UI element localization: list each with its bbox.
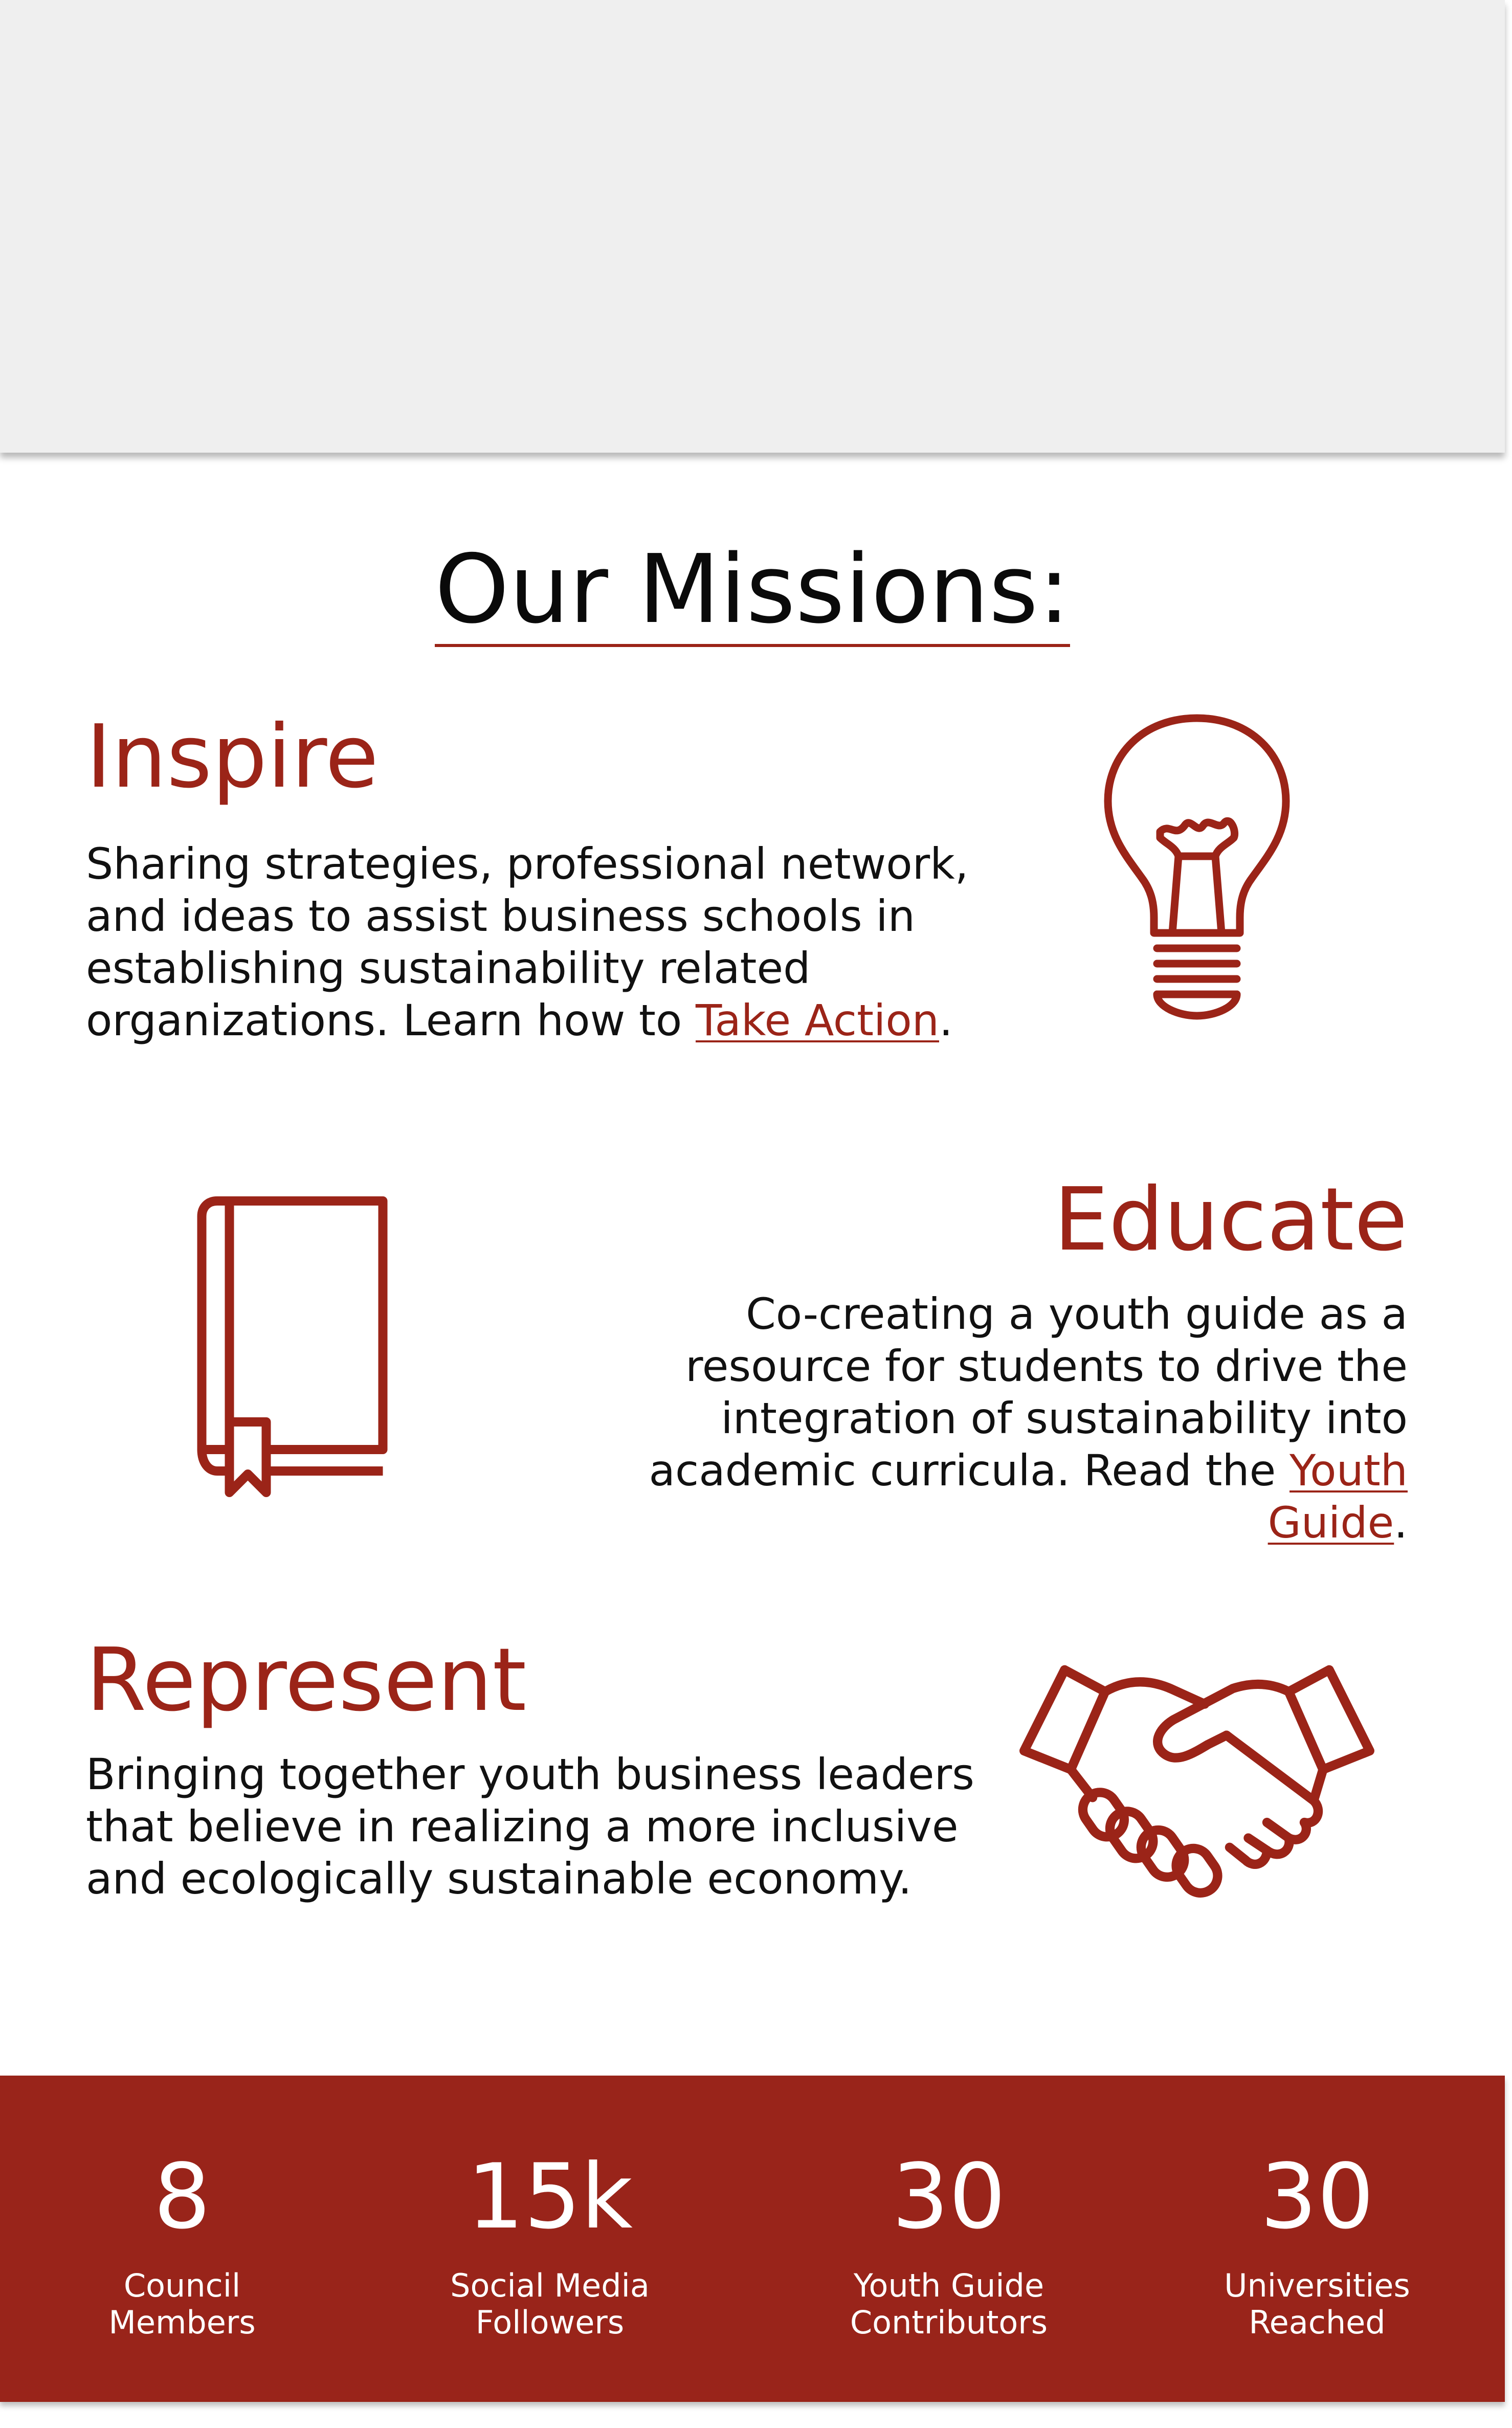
educate-body: Co-creating a youth guide as a resource … (649, 1289, 1408, 1496)
handshake-icon (1018, 1657, 1376, 1913)
stat-label-line1: Universities (1224, 2267, 1410, 2304)
take-action-link[interactable]: Take Action (696, 995, 939, 1045)
represent-text: Bringing together youth business leaders… (86, 1749, 974, 1904)
stat-label-line2: Followers (475, 2304, 625, 2341)
stat-label-line1: Social Media (450, 2267, 650, 2304)
stat-label-line2: Reached (1249, 2304, 1386, 2341)
hero-panel (0, 0, 1505, 453)
stat-value: 15k (466, 2145, 633, 2249)
educate-text: Co-creating a youth guide as a resource … (548, 1288, 1408, 1549)
missions-title-text: Our Missions: (434, 542, 1071, 647)
stat-value: 30 (892, 2145, 1006, 2249)
stat-value: 30 (1260, 2145, 1374, 2249)
stat-label-line1: Youth Guide (853, 2267, 1044, 2304)
missions-title: Our Missions: (0, 542, 1505, 647)
stat-label: Social Media Followers (407, 2267, 693, 2341)
stat-label-line2: Members (108, 2304, 256, 2341)
stat-label-line1: Council (123, 2267, 241, 2304)
inspire-text: Sharing strategies, professional network… (86, 838, 976, 1046)
stat-label: Youth Guide Contributors (806, 2267, 1092, 2341)
inspire-heading: Inspire (86, 706, 379, 808)
educate-suffix: . (1394, 1498, 1408, 1548)
stat-label: Council Members (39, 2267, 325, 2341)
inspire-suffix: . (939, 995, 953, 1045)
stat-label: Universities Reached (1174, 2267, 1460, 2341)
book-icon (189, 1192, 394, 1499)
inspire-body: Sharing strategies, professional network… (86, 839, 969, 1045)
stats-bar: 8 Council Members 15k Social Media Follo… (0, 2076, 1505, 2402)
lightbulb-icon (1089, 708, 1304, 1026)
stat-value: 8 (153, 2145, 211, 2249)
represent-heading: Represent (86, 1630, 527, 1731)
educate-heading: Educate (1054, 1169, 1408, 1271)
youth-guide-link[interactable]: Youth Guide (1268, 1445, 1408, 1548)
stat-label-line2: Contributors (850, 2304, 1048, 2341)
